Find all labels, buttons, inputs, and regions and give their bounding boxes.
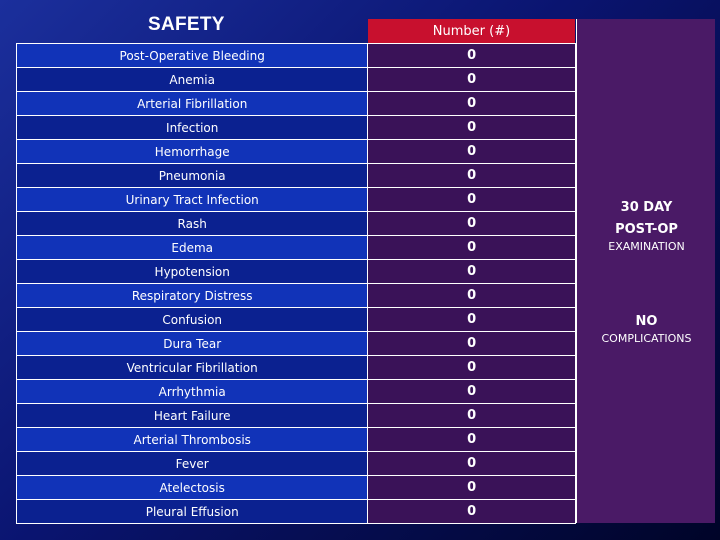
table-row: Urinary Tract Infection 0 [15, 187, 576, 212]
table-row: Arterial Fibrillation 0 [15, 91, 576, 116]
row-value: 0 [367, 451, 576, 476]
row-label: Urinary Tract Infection [15, 187, 369, 212]
row-value: 0 [367, 427, 576, 452]
table-row: Pneumonia 0 [15, 163, 576, 188]
slide-title: SAFETY [148, 14, 225, 35]
row-label: Heart Failure [15, 403, 369, 428]
row-value: 0 [367, 355, 576, 380]
row-value: 0 [367, 499, 576, 524]
table-row: Ventricular Fibrillation 0 [15, 355, 576, 380]
table-row: Hypotension 0 [15, 259, 576, 284]
row-label: Respiratory Distress [15, 283, 369, 308]
row-value: 0 [367, 307, 576, 332]
row-value: 0 [367, 283, 576, 308]
row-label: Arterial Thrombosis [15, 427, 369, 452]
row-label: Ventricular Fibrillation [15, 355, 369, 380]
row-label: Rash [15, 211, 369, 236]
table-row: Pleural Effusion 0 [15, 499, 576, 524]
side-line-post-op: POST-OP [615, 222, 678, 237]
row-label: Atelectosis [15, 475, 369, 500]
safety-table: Post-Operative Bleeding 0 Anemia 0 Arterial … [15, 43, 576, 524]
row-value: 0 [367, 211, 576, 236]
row-value: 0 [367, 475, 576, 500]
side-line-30-day: 30 DAY [620, 200, 673, 215]
table-row: Fever 0 [15, 451, 576, 476]
row-value: 0 [367, 379, 576, 404]
table-row: Dura Tear 0 [15, 331, 576, 356]
table-row: Arterial Thrombosis 0 [15, 427, 576, 452]
row-value: 0 [367, 259, 576, 284]
row-label: Pneumonia [15, 163, 369, 188]
row-value: 0 [367, 187, 576, 212]
table-row: Anemia 0 [15, 67, 576, 92]
row-value: 0 [367, 67, 576, 92]
row-value: 0 [367, 139, 576, 164]
table-row: Confusion 0 [15, 307, 576, 332]
row-value: 0 [367, 235, 576, 260]
table-row: Heart Failure 0 [15, 403, 576, 428]
side-line-complications: COMPLICATIONS [601, 332, 692, 345]
row-label: Edema [15, 235, 369, 260]
row-label: Anemia [15, 67, 369, 92]
row-label: Hypotension [15, 259, 369, 284]
number-column-header: Number (#) [368, 19, 575, 44]
row-label: Arrhythmia [15, 379, 369, 404]
row-label: Infection [15, 115, 369, 140]
side-line-examination: EXAMINATION [608, 240, 685, 253]
table-row: Infection 0 [15, 115, 576, 140]
row-value: 0 [367, 331, 576, 356]
side-panel: 30 DAY POST-OP EXAMINATION NO COMPLICATI… [576, 19, 715, 523]
table-row: Arrhythmia 0 [15, 379, 576, 404]
row-value: 0 [367, 403, 576, 428]
row-label: Post-Operative Bleeding [15, 43, 369, 68]
table-row: Respiratory Distress 0 [15, 283, 576, 308]
table-row: Edema 0 [15, 235, 576, 260]
row-label: Arterial Fibrillation [15, 91, 369, 116]
row-value: 0 [367, 163, 576, 188]
side-line-no: NO [635, 314, 658, 329]
table-row: Post-Operative Bleeding 0 [15, 43, 576, 68]
table-row: Rash 0 [15, 211, 576, 236]
row-label: Fever [15, 451, 369, 476]
table-row: Atelectosis 0 [15, 475, 576, 500]
row-label: Dura Tear [15, 331, 369, 356]
row-value: 0 [367, 43, 576, 68]
table-row: Hemorrhage 0 [15, 139, 576, 164]
row-label: Confusion [15, 307, 369, 332]
row-label: Hemorrhage [15, 139, 369, 164]
row-label: Pleural Effusion [15, 499, 369, 524]
row-value: 0 [367, 91, 576, 116]
row-value: 0 [367, 115, 576, 140]
